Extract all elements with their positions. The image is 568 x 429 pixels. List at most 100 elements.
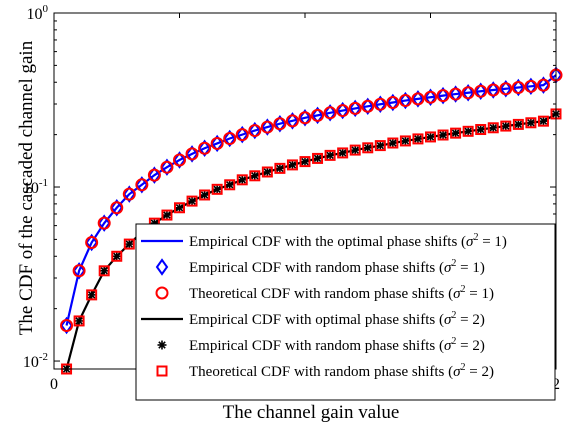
- legend-entry: Theoretical CDF with random phase shifts…: [155, 284, 494, 302]
- data-point: [98, 265, 110, 277]
- data-point: [374, 140, 386, 152]
- data-point: [311, 108, 325, 122]
- data-point: [87, 290, 97, 300]
- data-point: [501, 121, 511, 131]
- data-point: [487, 81, 500, 99]
- data-point: [462, 125, 474, 137]
- data-point: [323, 106, 337, 120]
- data-point: [73, 315, 85, 327]
- data-point: [135, 178, 149, 192]
- legend-label: Empirical CDF with random phase shifts (…: [189, 336, 485, 354]
- data-point: [122, 187, 136, 201]
- legend-label: Theoretical CDF with random phase shifts…: [189, 362, 494, 380]
- data-point: [387, 137, 399, 149]
- data-point: [449, 85, 462, 103]
- data-point: [463, 126, 473, 136]
- data-point: [499, 80, 513, 98]
- data-point: [235, 128, 249, 142]
- data-point: [211, 183, 223, 195]
- data-point: [298, 109, 312, 127]
- data-point: [148, 166, 161, 184]
- data-point: [224, 179, 236, 191]
- data-point: [524, 77, 538, 96]
- data-point: [399, 135, 411, 147]
- data-point: [436, 86, 450, 105]
- data-point: [110, 201, 124, 215]
- data-point: [536, 78, 550, 92]
- data-point: [476, 125, 486, 135]
- x-tick-label: 0: [50, 376, 58, 393]
- data-point: [123, 238, 135, 250]
- data-point: [147, 168, 161, 182]
- data-point: [161, 209, 173, 221]
- data-point: [160, 160, 174, 174]
- data-point: [500, 120, 512, 132]
- legend-label: Theoretical CDF with random phase shifts…: [189, 284, 494, 302]
- data-point: [110, 199, 123, 217]
- legend-entry: Empirical CDF with random phase shifts (…: [155, 258, 485, 276]
- data-point: [285, 114, 299, 128]
- data-point: [261, 118, 274, 136]
- data-point: [186, 195, 198, 207]
- data-point: [248, 121, 262, 140]
- data-point: [60, 316, 73, 335]
- y-axis-label: The CDF of the cascaded channel gain: [16, 40, 37, 335]
- data-point: [60, 319, 74, 333]
- data-point: [300, 157, 310, 167]
- data-point: [400, 136, 410, 146]
- data-point: [450, 127, 462, 139]
- legend-entry: Empirical CDF with random phase shifts (…: [157, 336, 485, 354]
- data-point: [348, 101, 362, 115]
- data-point: [223, 129, 236, 148]
- data-point: [72, 264, 86, 278]
- data-point: [537, 115, 549, 127]
- legend-label: Empirical CDF with the optimal phase shi…: [189, 232, 507, 250]
- data-point: [174, 202, 185, 214]
- data-point: [526, 118, 536, 128]
- data-point: [312, 152, 324, 164]
- plot-area: [60, 66, 563, 375]
- data-point: [425, 131, 436, 143]
- data-point: [124, 239, 134, 249]
- data-point: [262, 167, 272, 177]
- data-point: [424, 88, 437, 106]
- data-point: [135, 176, 149, 194]
- legend-marker-swatch: [155, 286, 169, 300]
- data-point: [74, 316, 84, 326]
- data-point: [85, 235, 99, 249]
- data-point: [286, 159, 298, 171]
- data-point: [336, 104, 350, 118]
- data-point: [198, 139, 211, 157]
- data-point: [325, 150, 335, 160]
- legend-entry: Empirical CDF with optimal phase shifts …: [141, 310, 485, 328]
- data-point: [338, 148, 348, 158]
- data-point: [99, 266, 109, 276]
- data-point: [324, 149, 336, 161]
- data-point: [223, 132, 237, 146]
- data-point: [375, 141, 385, 151]
- data-point: [350, 145, 360, 155]
- data-point: [349, 144, 361, 156]
- data-point: [210, 134, 224, 153]
- data-point: [524, 79, 538, 93]
- data-point: [388, 138, 398, 148]
- legend-marker-swatch: [155, 258, 169, 276]
- series-3: [60, 68, 563, 333]
- data-point: [386, 95, 400, 109]
- data-point: [337, 147, 349, 159]
- y-tick-label: 10-2: [23, 351, 48, 371]
- data-point: [374, 95, 387, 113]
- data-point: [173, 151, 186, 169]
- legend-label: Empirical CDF with random phase shifts (…: [189, 258, 485, 276]
- data-point: [111, 250, 123, 262]
- data-point: [399, 91, 412, 110]
- data-point: [451, 128, 461, 138]
- x-axis-label: The channel gain value: [223, 402, 400, 423]
- y-tick-label: 100: [27, 3, 49, 23]
- data-point: [412, 133, 424, 145]
- legend-marker-swatch: [156, 365, 168, 377]
- data-point: [198, 141, 212, 155]
- data-point: [287, 160, 297, 170]
- data-point: [185, 147, 199, 161]
